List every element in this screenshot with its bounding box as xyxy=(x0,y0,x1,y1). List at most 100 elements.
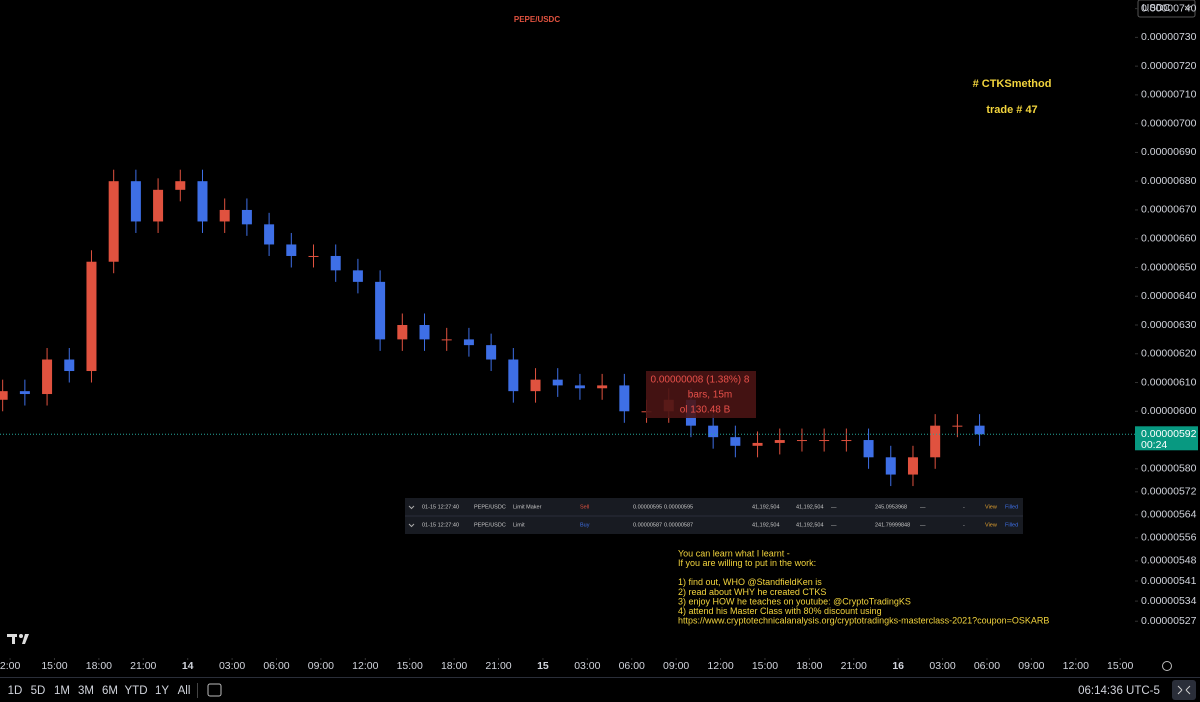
measure-text: ol 130.48 B xyxy=(680,405,731,416)
x-tick-label: 18:00 xyxy=(441,660,467,672)
candle-body xyxy=(930,425,941,458)
order-cell: 0.00000595 xyxy=(633,504,662,510)
note-line: 2) read about WHY he created CTKS xyxy=(678,587,826,597)
candle-body xyxy=(730,437,741,446)
note-line: https://www.cryptotechnicalanalysis.org/… xyxy=(678,616,1049,626)
candle-body xyxy=(197,181,208,222)
candle-body xyxy=(286,244,297,256)
x-tick-label: 15:00 xyxy=(1107,660,1133,672)
candle-body xyxy=(264,224,275,245)
y-tick-label: 0.00000572 xyxy=(1141,486,1197,498)
chart-title: PEPE/USDC xyxy=(514,15,560,24)
candle-body xyxy=(130,181,141,222)
x-tick-label: 15:00 xyxy=(41,660,67,672)
x-tick-label: 03:00 xyxy=(929,660,955,672)
candle-body xyxy=(175,181,186,190)
candle-body xyxy=(907,457,918,475)
candle-body xyxy=(308,255,319,257)
x-tick-label: 14 xyxy=(182,660,194,672)
order-cell: - xyxy=(963,522,965,528)
y-tick-label: 0.00000600 xyxy=(1141,405,1197,417)
candle-body xyxy=(419,325,430,340)
x-tick-label: 12:00 xyxy=(352,660,378,672)
x-tick-label: 21:00 xyxy=(130,660,156,672)
candle-body xyxy=(352,270,363,282)
candle-body xyxy=(219,209,230,222)
candle-body xyxy=(752,442,763,446)
y-tick-label: 0.00000700 xyxy=(1141,117,1197,129)
settings-icon[interactable] xyxy=(1162,661,1172,671)
order-cell: Limit Maker xyxy=(513,504,542,510)
y-tick-label: 0.00000564 xyxy=(1141,509,1197,521)
range-button[interactable]: 1D xyxy=(8,685,23,697)
order-cell: — xyxy=(920,522,926,528)
order-cell[interactable]: View xyxy=(985,504,997,510)
y-tick-label: 0.00000720 xyxy=(1141,60,1197,72)
candle-body xyxy=(330,255,341,271)
y-tick-label: 0.00000620 xyxy=(1141,348,1197,360)
measure-text: bars, 15m xyxy=(688,390,732,401)
last-price-box xyxy=(1135,426,1198,451)
row-chevron[interactable] xyxy=(408,523,415,528)
y-tick-label: 0.00000670 xyxy=(1141,204,1197,216)
order-cell: 241.79999848 xyxy=(875,522,910,528)
countdown: 00:24 xyxy=(1141,439,1167,451)
order-cell[interactable]: View xyxy=(985,522,997,528)
x-tick-label: 03:00 xyxy=(219,660,245,672)
candle-body xyxy=(397,325,408,340)
x-tick-label: 15:00 xyxy=(397,660,423,672)
range-button[interactable]: 1Y xyxy=(155,685,169,697)
row-chevron[interactable] xyxy=(408,505,415,510)
candle-body xyxy=(108,181,119,262)
candle-body xyxy=(974,425,985,435)
date-range-icon[interactable] xyxy=(207,683,222,697)
candle-body xyxy=(597,385,608,389)
range-button[interactable]: 1M xyxy=(54,685,70,697)
note-line: You can learn what I learnt - xyxy=(678,548,790,558)
x-tick-label: 06:00 xyxy=(974,660,1000,672)
x-tick-label: 16 xyxy=(892,660,904,672)
y-tick-label: 0.00000556 xyxy=(1141,532,1197,544)
x-tick-label: 06:00 xyxy=(619,660,645,672)
candle-body xyxy=(64,359,75,372)
range-button[interactable]: YTD xyxy=(125,685,148,697)
order-cell: PEPE/USDC xyxy=(474,522,506,528)
range-button[interactable]: All xyxy=(178,685,191,697)
y-tick-label: 0.00000740 xyxy=(1141,2,1197,14)
y-tick-label: 0.00000541 xyxy=(1141,575,1197,587)
candle-body xyxy=(508,359,519,392)
order-cell: 0.00000595 xyxy=(664,504,693,510)
order-cell: 41,192,504 xyxy=(752,522,780,528)
y-tick-label: 0.00000710 xyxy=(1141,89,1197,101)
x-tick-label: 03:00 xyxy=(574,660,600,672)
order-cell: — xyxy=(920,504,926,510)
order-cell: - xyxy=(963,504,965,510)
note-line: 3) enjoy HOW he teaches on youtube: @Cry… xyxy=(678,596,911,606)
range-button[interactable]: 5D xyxy=(31,685,46,697)
order-cell: PEPE/USDC xyxy=(474,504,506,510)
range-button[interactable]: 6M xyxy=(102,685,118,697)
order-cell: Filled xyxy=(1005,504,1018,510)
order-cell: 0.00000587 xyxy=(633,522,662,528)
order-cell: 01-15 12:27:40 xyxy=(422,522,459,528)
order-cell: — xyxy=(831,522,837,528)
x-tick-label: 15:00 xyxy=(752,660,778,672)
range-button[interactable]: 3M xyxy=(78,685,94,697)
tv-logo xyxy=(7,634,29,644)
y-tick-label: 0.00000640 xyxy=(1141,290,1197,302)
candle-body xyxy=(885,457,896,475)
candle-body xyxy=(375,281,386,340)
order-cell: 41,192,504 xyxy=(796,504,824,510)
order-cell: 41,192,504 xyxy=(796,522,824,528)
y-tick-label: 0.00000680 xyxy=(1141,175,1197,187)
x-tick-label: 06:00 xyxy=(263,660,289,672)
order-cell: Filled xyxy=(1005,522,1018,528)
candle-body xyxy=(241,209,252,225)
x-tick-label: 12:00 xyxy=(707,660,733,672)
x-tick-label: 2:00 xyxy=(0,660,20,672)
fullscreen-button[interactable] xyxy=(1172,680,1196,700)
note-line: If you are willing to put in the work: xyxy=(678,558,816,568)
y-tick-label: 0.00000580 xyxy=(1141,463,1197,475)
clock: 06:14:36 UTC-5 xyxy=(1078,685,1160,697)
